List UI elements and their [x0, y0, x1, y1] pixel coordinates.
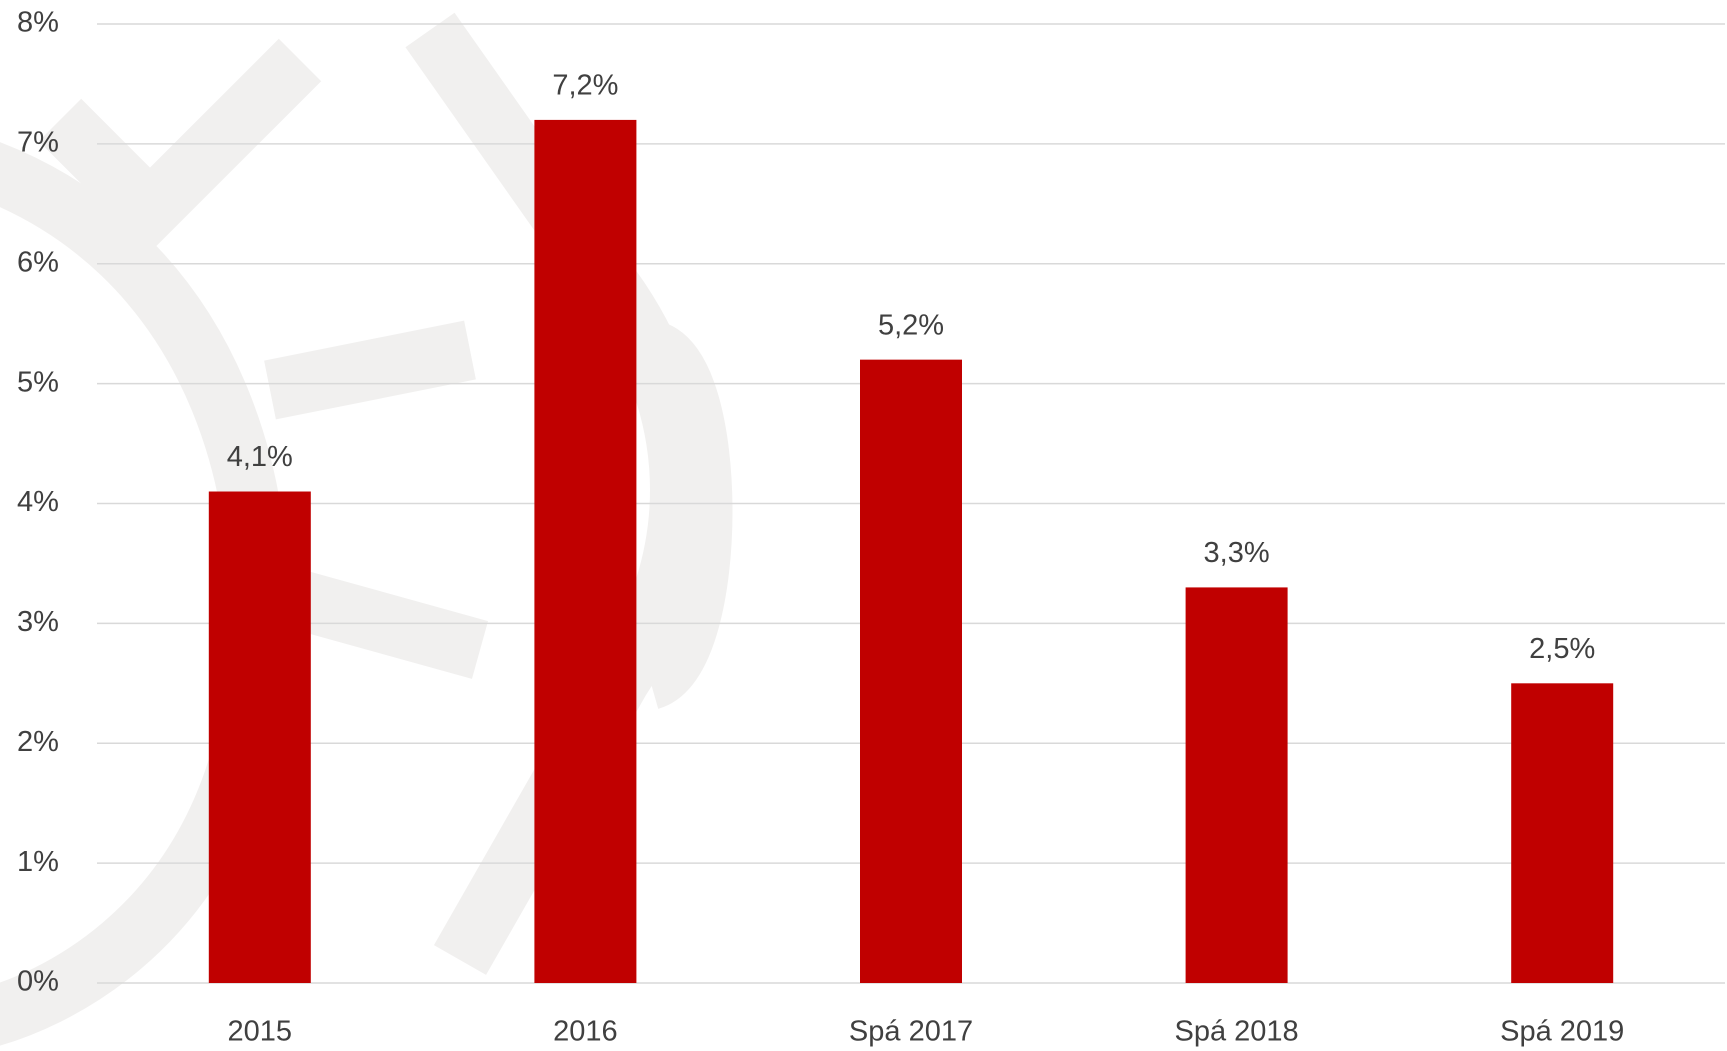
- y-tick-label: 4%: [17, 486, 59, 518]
- value-label: 7,2%: [552, 70, 618, 102]
- y-tick-label: 0%: [17, 966, 59, 998]
- bar: [534, 119, 637, 983]
- y-tick-label: 6%: [17, 246, 59, 278]
- y-tick-label: 1%: [17, 846, 59, 878]
- value-label: 5,2%: [878, 309, 944, 341]
- value-label: 3,3%: [1204, 537, 1270, 569]
- bar: [208, 491, 311, 983]
- x-tick-label: Spá 2019: [1500, 1016, 1624, 1048]
- x-tick-label: Spá 2017: [849, 1016, 973, 1048]
- y-tick-label: 5%: [17, 366, 59, 398]
- x-tick-label: 2016: [553, 1016, 618, 1048]
- bar: [860, 359, 962, 983]
- y-tick-label: 3%: [17, 606, 59, 638]
- bar: [1511, 683, 1614, 983]
- y-tick-label: 7%: [17, 127, 59, 159]
- value-label: 4,1%: [227, 441, 293, 473]
- x-tick-label: Spá 2018: [1175, 1016, 1299, 1048]
- x-tick-label: 2015: [228, 1016, 293, 1048]
- bar: [1185, 587, 1288, 983]
- y-tick-label: 8%: [17, 7, 59, 39]
- value-label: 2,5%: [1529, 633, 1595, 665]
- y-tick-label: 2%: [17, 726, 59, 758]
